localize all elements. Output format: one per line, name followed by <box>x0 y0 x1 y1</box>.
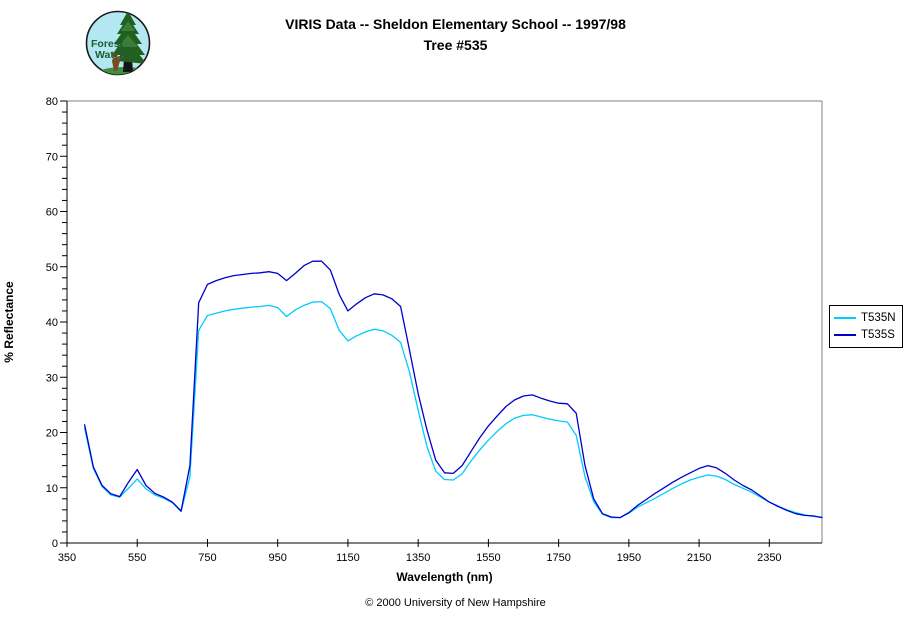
x-tick-label: 1950 <box>617 552 641 564</box>
y-tick-label: 30 <box>46 372 58 384</box>
y-tick-label: 20 <box>46 428 58 440</box>
y-tick-label: 10 <box>46 483 58 495</box>
x-tick-label: 2150 <box>687 552 711 564</box>
y-axis-title: % Reflectance <box>2 281 16 363</box>
logo-text-line2: Watch <box>95 49 126 61</box>
y-tick-label: 70 <box>46 151 58 163</box>
x-tick-label: 750 <box>198 552 216 564</box>
copyright-text: © 2000 University of New Hampshire <box>365 597 546 609</box>
x-tick-label: 1150 <box>336 552 360 564</box>
x-tick-label: 1750 <box>546 552 570 564</box>
legend-swatch-t535n <box>834 317 856 320</box>
chart-title-line2: Tree #535 <box>423 37 488 53</box>
legend-label-t535n: T535N <box>861 312 896 325</box>
logo-tree-art <box>98 11 150 75</box>
x-tick-label: 350 <box>58 552 76 564</box>
x-tick-label: 1550 <box>476 552 500 564</box>
chart-title-block: VIRIS Data -- Sheldon Elementary School … <box>0 14 911 56</box>
logo-person <box>112 52 125 71</box>
x-tick-label: 1350 <box>406 552 430 564</box>
x-tick-label: 550 <box>128 552 146 564</box>
legend-label-t535s: T535S <box>861 328 895 341</box>
x-tick-label: 2350 <box>757 552 781 564</box>
y-tick-label: 50 <box>46 262 58 274</box>
y-tick-label: 40 <box>46 317 58 329</box>
forest-watch-logo: Forest Watch <box>84 9 152 77</box>
legend-swatch-t535s <box>834 333 856 336</box>
chart-title-line1: VIRIS Data -- Sheldon Elementary School … <box>285 16 626 32</box>
series-line-t535n <box>83 300 823 519</box>
y-tick-label: 80 <box>46 96 58 108</box>
legend-box: T535N T535S <box>829 305 903 348</box>
x-axis-title: Wavelength (nm) <box>396 570 493 584</box>
x-tick-label: 950 <box>269 552 287 564</box>
legend-item-t535n: T535N <box>834 312 898 324</box>
y-tick-label: 60 <box>46 207 58 219</box>
legend-item-t535s: T535S <box>834 329 898 341</box>
series-line-t535s <box>83 260 823 519</box>
y-tick-label: 0 <box>52 538 58 550</box>
logo-text-line1: Forest <box>91 38 124 50</box>
forest-watch-logo-image: Forest Watch <box>85 10 151 76</box>
